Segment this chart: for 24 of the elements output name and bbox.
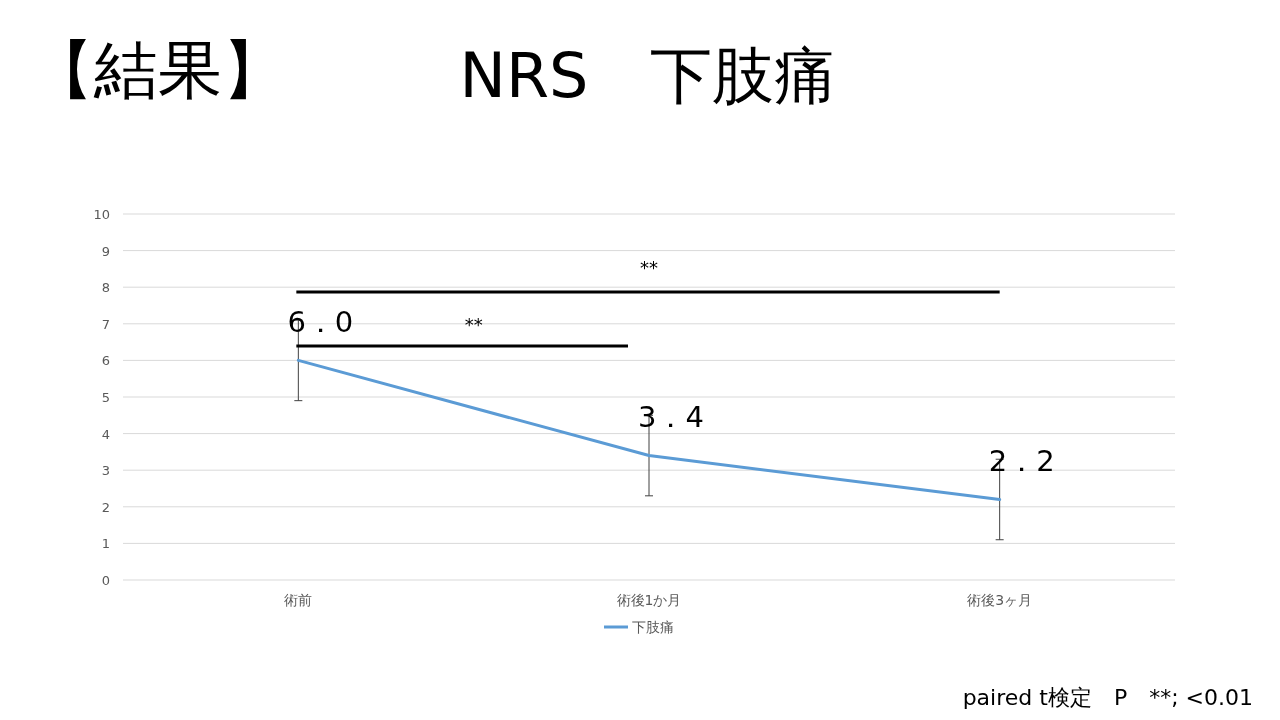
x-tick-label: 術後3ヶ月: [967, 592, 1033, 608]
y-tick-label: 7: [101, 316, 110, 332]
annotation: **: [464, 314, 483, 335]
legend-label: 下肢痛: [632, 619, 674, 635]
data-label: 6．0: [287, 305, 354, 340]
y-tick-label: 5: [101, 390, 110, 405]
y-tick-label: 1: [101, 536, 110, 552]
data-label: 2．2: [988, 444, 1055, 479]
y-tick-label: 2: [101, 499, 110, 515]
y-tick-label: 9: [101, 243, 110, 259]
x-tick-label: 術後1か月: [616, 592, 682, 608]
y-tick-label: 6: [101, 353, 110, 369]
text: paired t検定 P **; <0.01: [962, 685, 1253, 710]
y-tick-label: 10: [93, 207, 110, 222]
chart-title: NRS 下肢痛: [459, 39, 837, 112]
chart-subtitle: 【結果】: [30, 33, 286, 107]
data-label: 3．4: [638, 400, 704, 435]
annotation: **: [640, 257, 658, 278]
y-tick-label: 0: [101, 573, 110, 588]
x-tick-label: 術前: [284, 592, 313, 608]
y-tick-label: 8: [101, 280, 110, 296]
y-tick-label: 4: [101, 426, 110, 442]
y-tick-label: 3: [101, 463, 110, 479]
legend: 下肢痛: [604, 619, 674, 635]
